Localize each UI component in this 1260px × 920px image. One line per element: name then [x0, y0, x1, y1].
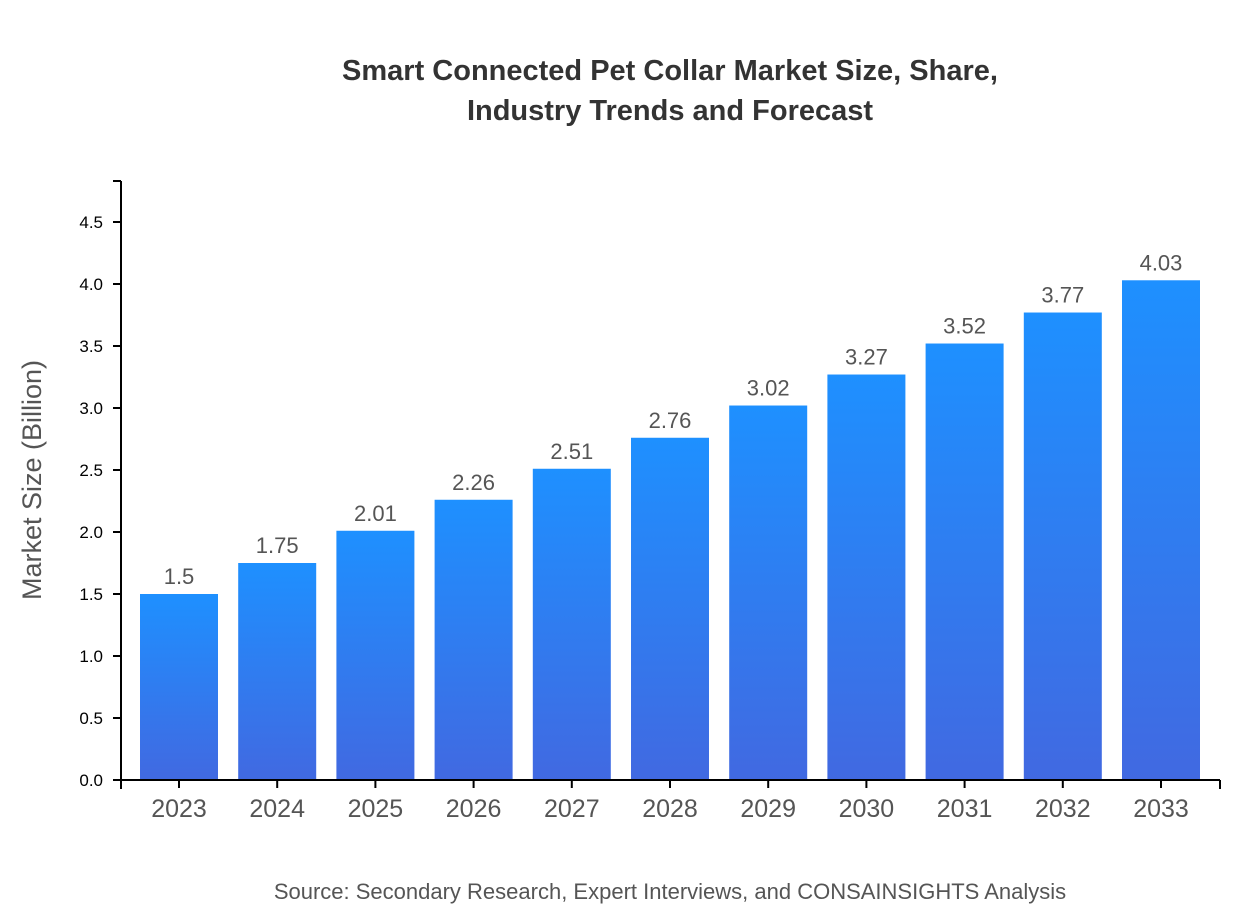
- y-tick-label: 2.0: [79, 523, 103, 542]
- data-label: 3.27: [845, 345, 888, 370]
- x-tick-label: 2031: [937, 795, 993, 823]
- x-tick-label: 2024: [249, 795, 305, 823]
- bar-2030: [827, 374, 906, 780]
- y-tick-label: 2.5: [79, 461, 103, 480]
- x-tick-label: 2029: [740, 795, 796, 823]
- data-label: 2.01: [354, 501, 397, 526]
- bar-2031: [925, 343, 1004, 780]
- bar-2026: [434, 499, 513, 780]
- data-label: 1.75: [256, 533, 299, 558]
- y-tick-label: 3.0: [79, 399, 103, 418]
- bar-2024: [238, 563, 317, 780]
- y-tick-label: 4.5: [79, 213, 103, 232]
- data-label: 3.02: [747, 376, 790, 401]
- x-tick-label: 2027: [544, 795, 600, 823]
- x-tick-label: 2032: [1035, 795, 1091, 823]
- bar-2032: [1023, 312, 1102, 780]
- x-tick-label: 2023: [151, 795, 207, 823]
- y-tick-label: 3.5: [79, 337, 103, 356]
- chart-title-line-1: Smart Connected Pet Collar Market Size, …: [342, 55, 998, 87]
- x-tick-label: 2030: [839, 795, 895, 823]
- x-tick-label: 2025: [348, 795, 404, 823]
- chart-title-line-2: Industry Trends and Forecast: [467, 95, 873, 127]
- y-tick-label: 1.5: [79, 585, 103, 604]
- bar-2025: [336, 530, 415, 780]
- y-tick-label: 0.0: [79, 771, 103, 790]
- data-label: 3.77: [1041, 283, 1084, 308]
- y-tick-label: 1.0: [79, 647, 103, 666]
- bar-2028: [631, 437, 709, 780]
- x-tick-label: 2033: [1133, 795, 1189, 823]
- data-label: 2.76: [649, 408, 692, 433]
- data-label: 3.52: [943, 314, 986, 339]
- y-tick-label: 4.0: [79, 275, 103, 294]
- y-axis-label: Market Size (Billion): [17, 360, 47, 600]
- source-note: Source: Secondary Research, Expert Inter…: [274, 879, 1066, 904]
- x-tick-label: 2026: [446, 795, 502, 823]
- bar-2029: [729, 405, 808, 780]
- y-tick-label: 0.5: [79, 709, 103, 728]
- bar-2027: [532, 468, 611, 780]
- bar-2033: [1122, 280, 1200, 780]
- data-label: 4.03: [1140, 250, 1183, 275]
- x-tick-label: 2028: [642, 795, 698, 823]
- data-label: 1.5: [164, 564, 195, 589]
- bar-2023: [140, 594, 218, 780]
- data-label: 2.26: [452, 470, 495, 495]
- data-label: 2.51: [550, 439, 593, 464]
